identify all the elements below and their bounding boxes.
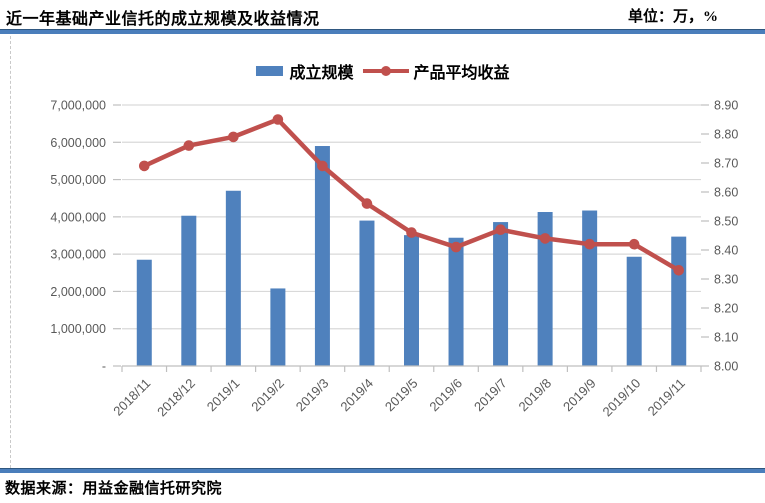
left-axis-label: 6,000,000: [50, 136, 106, 150]
top-divider: [0, 29, 765, 34]
line-series-legend-label: 产品平均收益: [413, 65, 510, 82]
right-axis-label: 8.00: [714, 360, 738, 374]
x-axis-label: 2019/3: [293, 376, 332, 415]
line-series-swatch-icon: [362, 65, 409, 77]
bar-2019/1: [225, 190, 241, 366]
bar-2019/7: [493, 222, 509, 366]
bar-2019/8: [537, 212, 553, 366]
x-axis-label: 2019/6: [426, 376, 465, 415]
bar-2019/6: [448, 237, 464, 366]
x-axis-label: 2019/4: [337, 376, 376, 415]
unit-label: 单位：万，%: [627, 9, 718, 25]
right-axis-label: 8.30: [714, 273, 738, 287]
left-axis-label: 3,000,000: [50, 248, 106, 262]
yield-point-2018/11: [138, 160, 150, 172]
yield-point-2019/6: [450, 241, 462, 253]
x-axis-label: 2019/8: [516, 376, 555, 415]
left-axis-label: -: [102, 360, 106, 374]
yield-point-2019/9: [584, 238, 595, 250]
yield-point-2019/4: [361, 198, 373, 209]
x-axis-label: 2019/1: [204, 376, 243, 415]
yield-point-2019/10: [628, 238, 640, 250]
bottom-divider: [0, 468, 765, 473]
yield-point-2019/1: [228, 131, 239, 143]
bar-2018/12: [181, 215, 197, 366]
yield-point-2019/2: [272, 114, 284, 125]
chart-border-dashed: [10, 36, 11, 468]
yield-point-2019/5: [406, 227, 417, 238]
x-axis-label: 2019/11: [645, 376, 688, 419]
bar-2019/2: [270, 288, 286, 366]
bar-2019/9: [582, 210, 598, 366]
bar-2019/5: [404, 235, 419, 366]
right-axis-label: 8.40: [714, 244, 738, 258]
bar-2019/3: [314, 146, 330, 366]
left-axis-label: 5,000,000: [50, 173, 106, 187]
left-axis-label: 1,000,000: [50, 322, 106, 336]
right-axis-label: 8.50: [714, 215, 738, 229]
x-axis-label: 2019/9: [560, 376, 599, 415]
yield-point-2019/7: [495, 224, 506, 235]
left-axis-label: 4,000,000: [50, 210, 106, 224]
x-axis-label: 2019/10: [599, 376, 643, 420]
bar-2019/11: [671, 236, 687, 366]
x-axis-label: 2019/5: [382, 376, 421, 415]
bar-2018/11: [136, 259, 152, 366]
bar-series-swatch-icon: [255, 66, 283, 76]
right-axis-label: 8.70: [714, 157, 738, 171]
right-axis-label: 8.90: [714, 99, 738, 113]
chart-legend: 成立规模 产品平均收益: [255, 59, 510, 83]
x-axis-label: 2019/7: [471, 376, 510, 415]
bar-2019/4: [359, 220, 375, 366]
x-axis-label: 2019/2: [248, 376, 287, 415]
left-axis-label: 7,000,000: [50, 99, 106, 113]
right-axis-label: 8.80: [714, 128, 738, 142]
yield-point-2018/12: [183, 140, 195, 151]
bar-series-legend-label: 成立规模: [289, 65, 354, 82]
yield-point-2019/3: [317, 160, 328, 172]
yield-point-2019/11: [673, 265, 685, 276]
data-source: 数据来源：用益金融信托研究院: [5, 481, 223, 497]
line-swatch-marker-icon: [380, 66, 391, 76]
x-axis-label: 2018/11: [110, 376, 153, 419]
yield-point-2019/8: [539, 233, 551, 244]
right-axis-label: 8.20: [714, 302, 738, 316]
right-axis-label: 8.60: [714, 186, 738, 200]
page-title: 近一年基础产业信托的成立规模及收益情况: [6, 11, 320, 28]
bar-2019/10: [626, 256, 642, 366]
x-axis-label: 2018/12: [154, 376, 198, 420]
right-axis-label: 8.10: [714, 331, 738, 345]
left-axis-label: 2,000,000: [50, 285, 106, 299]
